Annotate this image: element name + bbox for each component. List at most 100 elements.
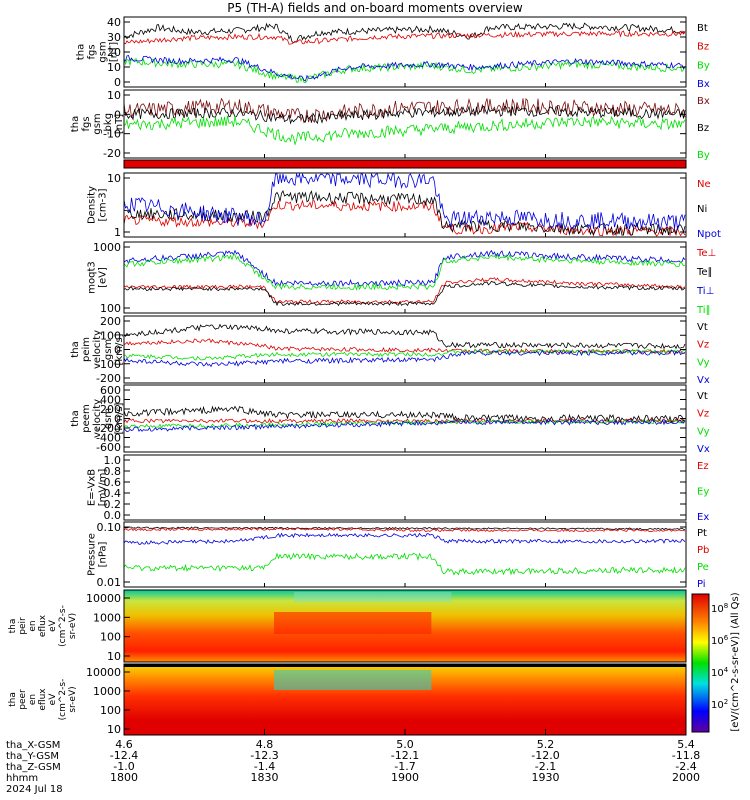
- panel-8: 1.00.80.60.40.20.0 E=-VxB[mV/m] Ez Ey Ex: [87, 454, 710, 523]
- xtick-label: 5.0: [396, 738, 414, 751]
- ytick-label: 100: [100, 329, 121, 342]
- ytick-label: 100: [100, 302, 121, 315]
- legend-Vt: Vt: [697, 322, 708, 333]
- legend-By: By: [697, 150, 710, 161]
- legend-Ti⊥: Ti⊥: [696, 286, 714, 297]
- legend-Vy: Vy: [697, 357, 710, 368]
- xaxis-row-label: tha_X-GSM: [6, 740, 60, 751]
- legend-Te⊥: Te⊥: [696, 248, 716, 259]
- series-line-Ti⊥: [123, 249, 686, 287]
- ytick-label: 0.8: [104, 465, 122, 478]
- ylabel: moqt3[eV]: [87, 261, 109, 294]
- ytick-label: -10: [103, 128, 121, 141]
- ytick-label: 20: [107, 46, 121, 59]
- xaxis-row-label: tha_Z-GSM: [6, 762, 61, 773]
- legend-Vy: Vy: [697, 426, 710, 437]
- panel-3: [123, 159, 687, 169]
- panel-frame: [123, 454, 687, 521]
- panel-5: 1000 100 moqt3[eV] Te⊥ Te∥ Ti⊥ Ti∥: [87, 241, 717, 316]
- xtick-label: 4.8: [256, 738, 274, 751]
- legend-Bz: Bz: [697, 123, 709, 134]
- legend-Ni: Ni: [697, 204, 707, 215]
- ytick-label: -400: [96, 432, 121, 445]
- xtick-label: -1.7: [394, 760, 415, 773]
- xaxis-row-label: tha_Y-GSM: [6, 751, 59, 762]
- panel-frame: [123, 172, 687, 238]
- ytick-label: -100: [96, 358, 121, 371]
- colorbar-tick-label: 102: [711, 698, 728, 711]
- spectrogram-feature: [274, 670, 432, 690]
- series-line-Ti∥: [123, 253, 686, 291]
- xtick-label: 1830: [251, 771, 279, 784]
- ytick-label: 40: [107, 16, 121, 29]
- ytick-label: 30: [107, 31, 121, 44]
- panel-frame: [123, 159, 687, 169]
- ylabel: E=-VxB[mV/m]: [87, 469, 109, 507]
- series-line-Pe: [123, 552, 686, 576]
- legend-Ex: Ex: [697, 512, 709, 523]
- legend-Bt: Bt: [697, 23, 708, 34]
- series-line-Vz: [123, 338, 686, 355]
- title: P5 (TH-A) fields and on-board moments ov…: [227, 1, 523, 15]
- legend-By: By: [697, 60, 710, 71]
- xtick-label: 2000: [672, 771, 700, 784]
- red-band: [124, 160, 686, 168]
- ylabel: thapeerenefluxeV(cm^2-s-sr-eV): [8, 679, 78, 721]
- xtick-label: -2.4: [675, 760, 696, 773]
- series-line-Vx: [123, 349, 686, 368]
- ytick-label: 0: [114, 413, 121, 426]
- ylabel: thapeimvelocitygsm[km/s]: [70, 330, 125, 369]
- series-line-Vy: [124, 348, 686, 361]
- series-line-Te⊥: [123, 277, 686, 305]
- ytick-label: 0.6: [104, 476, 122, 489]
- ytick-label: 10: [107, 723, 121, 736]
- xtick-label: -2.1: [535, 760, 556, 773]
- legend-Ne: Ne: [697, 179, 711, 190]
- ytick-label: 0.2: [104, 498, 122, 511]
- ytick-label: -200: [96, 372, 121, 385]
- xaxis-row-label: 2024 Jul 18: [6, 784, 63, 795]
- ylabel: thapeirenefluxeV(cm^2-s-sr-eV): [8, 605, 78, 647]
- panel-frame: [123, 384, 687, 453]
- ytick-label: 1000: [93, 685, 121, 698]
- spectrogram-1: 10000 1000 100 10 thapeirenefluxeV(cm^2-s-sr…: [8, 589, 687, 663]
- legend-Bx: Bx: [697, 96, 710, 107]
- ytick-label: 0: [114, 108, 121, 121]
- xtick-label: 5.2: [537, 738, 555, 751]
- series-line-Bx: [123, 55, 686, 82]
- ytick-label: 100: [100, 704, 121, 717]
- legend-Npot: Npot: [697, 229, 721, 240]
- ytick-label: 10: [107, 89, 121, 102]
- xaxis-row-label: hhmm: [6, 773, 38, 784]
- ytick-label: 10: [107, 650, 121, 663]
- legend-Ez: Ez: [697, 461, 709, 472]
- ylabel: Pressure[nPa]: [87, 533, 109, 576]
- xtick-label: -12.4: [110, 749, 138, 762]
- colorbar-label: [eV/(cm^2-s-sr-eV)] (All Qs): [730, 592, 741, 731]
- spectrogram-2: 10000 1000 100 10 thapeerenefluxeV(cm^2-s-sr…: [8, 663, 687, 736]
- series-line-Te∥: [123, 280, 686, 307]
- ytick-label: 0.0: [104, 509, 122, 522]
- panel-frame: [123, 589, 687, 663]
- xtick-label: 1930: [532, 771, 560, 784]
- panel-1: 40 30 20 10 0 thafgsgsm[nT] Bt Bz By Bx: [76, 16, 710, 90]
- legend-Ey: Ey: [697, 487, 709, 498]
- ytick-label: 10: [107, 172, 121, 185]
- ytick-label: 100: [100, 631, 121, 644]
- xtick-label: 5.4: [677, 738, 695, 751]
- xtick-label: -12.0: [531, 749, 559, 762]
- panel-2: 10 0 -10 -20 thafgsgsm-bkg[nT] Bx Bz By: [70, 89, 710, 161]
- series-line-Pi: [123, 532, 686, 545]
- colorbar-tick-label: 106: [711, 634, 729, 647]
- series-line-Pb: [123, 527, 686, 533]
- ytick-label: 1000: [93, 241, 121, 254]
- ytick-label: 400: [100, 394, 121, 407]
- series-line-Pt: [123, 526, 686, 531]
- legend-Pi: Pi: [697, 579, 706, 590]
- ytick-label: 10000: [86, 592, 121, 605]
- ytick-label: 0: [114, 344, 121, 357]
- legend-Vz: Vz: [697, 409, 709, 420]
- legend-Pe: Pe: [697, 562, 709, 573]
